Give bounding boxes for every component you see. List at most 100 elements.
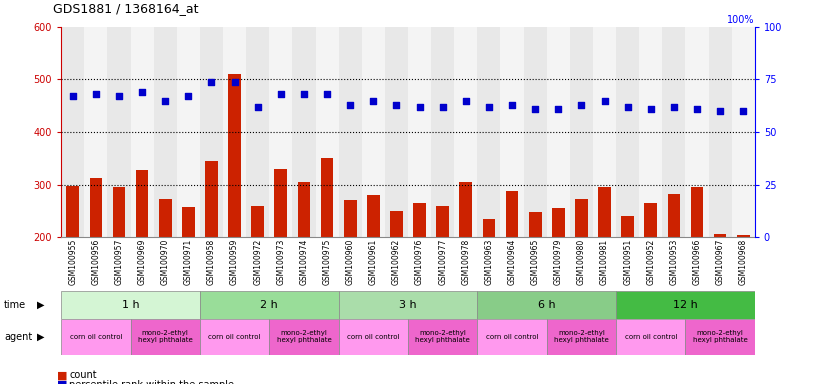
Point [644,106,657,112]
Point [321,91,334,97]
Point [390,102,403,108]
Bar [616,27,639,237]
Bar [321,158,334,237]
Bar [246,27,269,237]
Point [690,106,703,112]
Point [113,93,126,99]
Bar [61,27,84,237]
Bar [598,187,611,237]
Text: mono-2-ethyl
hexyl phthalate: mono-2-ethyl hexyl phthalate [415,331,470,343]
Bar [459,182,472,237]
Bar [477,319,547,355]
Bar [274,169,287,237]
Bar [524,27,547,237]
Text: corn oil control: corn oil control [486,334,539,340]
Text: corn oil control: corn oil control [208,334,261,340]
Bar [251,206,264,237]
Bar [84,27,108,237]
Point [158,98,171,104]
Text: corn oil control: corn oil control [69,334,122,340]
Bar [593,27,616,237]
Text: 2 h: 2 h [260,300,278,310]
Point [66,93,79,99]
Bar [339,27,361,237]
Text: ▶: ▶ [37,332,44,342]
Point [436,104,449,110]
Point [205,78,218,84]
Point [552,106,565,112]
Bar [455,27,477,237]
Bar [645,203,657,237]
Bar [200,27,223,237]
Bar [529,212,542,237]
Bar [200,319,269,355]
Bar [708,27,732,237]
Text: ▶: ▶ [37,300,44,310]
Bar [61,291,200,319]
Point [598,98,611,104]
Point [297,91,310,97]
Bar [714,233,726,237]
Point [482,104,495,110]
Point [251,104,264,110]
Bar [477,27,500,237]
Point [737,108,750,114]
Bar [113,187,126,237]
Text: corn oil control: corn oil control [347,334,400,340]
Text: GDS1881 / 1368164_at: GDS1881 / 1368164_at [53,2,198,15]
Bar [159,199,171,237]
Bar [344,200,357,237]
Bar [153,27,177,237]
Bar [616,319,685,355]
Bar [547,27,570,237]
Point [413,104,426,110]
Bar [575,199,588,237]
Bar [737,235,750,237]
Bar [482,219,495,237]
Point [135,89,149,95]
Point [713,108,726,114]
Bar [570,27,593,237]
Point [274,91,287,97]
Bar [616,291,755,319]
Bar [205,161,218,237]
Text: mono-2-ethyl
hexyl phthalate: mono-2-ethyl hexyl phthalate [138,331,193,343]
Text: agent: agent [4,332,33,342]
Bar [732,27,755,237]
Text: 6 h: 6 h [538,300,556,310]
Bar [685,319,755,355]
Bar [413,203,426,237]
Text: ■: ■ [57,380,68,384]
Bar [200,291,339,319]
Bar [408,27,431,237]
Text: count: count [69,370,97,381]
Bar [316,27,339,237]
Bar [228,74,241,237]
Bar [667,194,681,237]
Bar [547,319,616,355]
Text: 12 h: 12 h [673,300,698,310]
Text: 100%: 100% [727,15,755,25]
Bar [131,319,200,355]
Bar [269,27,292,237]
Bar [90,178,102,237]
Bar [477,291,616,319]
Point [366,98,379,104]
Point [182,93,195,99]
Bar [339,319,408,355]
Bar [431,27,455,237]
Text: time: time [4,300,26,310]
Bar [108,27,131,237]
Bar [177,27,200,237]
Text: mono-2-ethyl
hexyl phthalate: mono-2-ethyl hexyl phthalate [554,331,609,343]
Point [574,102,588,108]
Bar [685,27,708,237]
Point [344,102,357,108]
Bar [621,216,634,237]
Text: percentile rank within the sample: percentile rank within the sample [69,380,234,384]
Bar [663,27,685,237]
Point [89,91,102,97]
Bar [690,187,703,237]
Point [621,104,634,110]
Bar [182,207,195,237]
